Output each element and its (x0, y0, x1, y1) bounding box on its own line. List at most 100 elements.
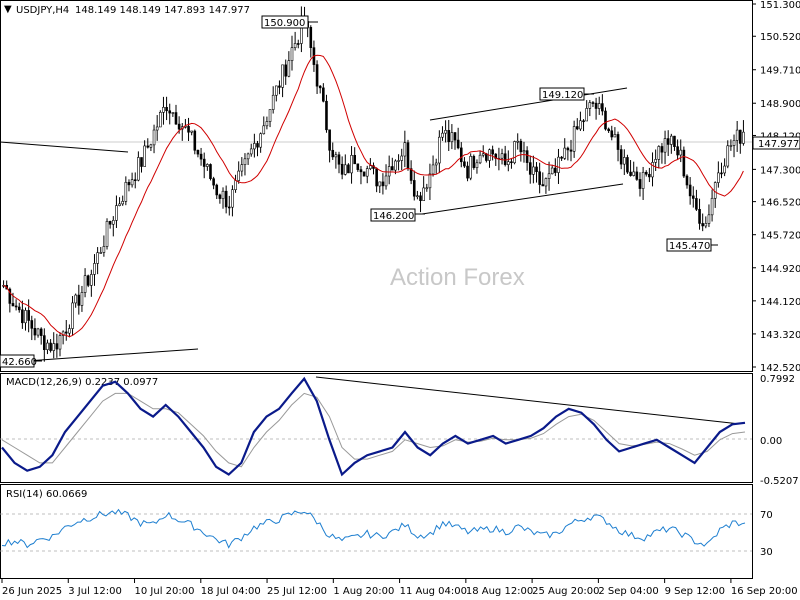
candle (46, 339, 49, 355)
candle (146, 138, 150, 149)
x-tick-6: 11 Aug 04:00 (400, 586, 467, 597)
candle (61, 330, 65, 345)
x-tick-0: 26 Jun 2025 (2, 586, 62, 597)
candle (209, 163, 212, 181)
candle (666, 130, 670, 156)
channel-upper (429, 87, 628, 121)
candle (481, 145, 485, 158)
candle (434, 158, 438, 174)
candle (221, 187, 225, 209)
candle (237, 161, 240, 184)
candle (8, 287, 12, 313)
candle (343, 154, 347, 176)
rsi-line (1, 508, 746, 549)
candle (130, 172, 134, 188)
candle (77, 284, 81, 315)
candle (459, 142, 463, 168)
candle (159, 110, 162, 128)
candle (720, 162, 723, 179)
candle (494, 153, 498, 166)
price-y-tick-3: 148.900 (760, 99, 800, 110)
candle (688, 177, 692, 205)
candle (193, 129, 197, 155)
candle (472, 154, 476, 170)
candle (528, 155, 532, 184)
candle (428, 163, 432, 201)
candles (2, 6, 745, 362)
macd-signal-line (1, 392, 746, 468)
candle (409, 160, 413, 185)
candle (278, 80, 281, 95)
candle (431, 155, 435, 177)
candle (127, 179, 131, 192)
candle (271, 86, 275, 114)
candle (21, 300, 24, 329)
candle (572, 120, 576, 158)
candle (654, 149, 657, 171)
candle (256, 140, 259, 157)
candle (691, 186, 695, 208)
candle (378, 181, 382, 193)
candle (99, 246, 103, 254)
candle (268, 109, 272, 128)
price-y-tick-8: 144.920 (760, 264, 800, 275)
candle (83, 268, 87, 298)
x-tick-2: 10 Jul 20:00 (135, 586, 195, 597)
svg-text:149.120: 149.120 (542, 90, 583, 101)
svg-text:145.470: 145.470 (669, 241, 710, 252)
macd-main-line (1, 376, 746, 477)
candle (387, 155, 391, 185)
candle (231, 185, 234, 217)
svg-text:42.660: 42.660 (2, 357, 37, 368)
candle (262, 116, 266, 135)
candle (710, 189, 714, 222)
candle (522, 141, 526, 163)
candle (453, 132, 457, 150)
svg-text:150.900: 150.900 (264, 18, 305, 29)
candle (519, 138, 523, 162)
current-price-label: 147.977 (758, 139, 799, 150)
macd-y-tick-1: 0.00 (760, 436, 782, 447)
candle (456, 127, 460, 150)
candle (466, 161, 469, 182)
candle (334, 151, 338, 169)
price-y-tick-5: 147.300 (760, 165, 800, 176)
candle (450, 124, 454, 150)
annotation-142660: 42.660 (0, 354, 42, 368)
candle (685, 174, 689, 189)
candle (39, 327, 43, 345)
candle (394, 159, 397, 175)
candle (469, 153, 472, 181)
candle (359, 165, 363, 185)
x-tick-4: 25 Jul 12:00 (267, 586, 327, 597)
x-tick-7: 18 Aug 12:00 (466, 586, 533, 597)
candle (607, 127, 610, 133)
x-tick-11: 16 Sep 20:00 (731, 586, 798, 597)
candle (369, 158, 372, 171)
trendline-lower-left (11, 348, 199, 363)
candle (544, 177, 548, 194)
candle (632, 161, 636, 177)
candle (162, 96, 165, 125)
candle (309, 25, 313, 58)
candle (102, 235, 106, 257)
candle (118, 197, 121, 207)
candle (641, 166, 645, 200)
price-ohlc: 148.149 148.149 147.893 147.977 (75, 5, 250, 16)
candle (300, 6, 303, 53)
candle (419, 191, 422, 213)
candle (287, 51, 291, 78)
price-y-tick-1: 150.520 (760, 32, 800, 43)
annotation-145470: 145.470 (666, 238, 718, 252)
candle (206, 163, 209, 171)
candle (187, 117, 190, 142)
candle (582, 119, 585, 132)
candle (165, 96, 168, 121)
candle (240, 157, 244, 177)
candle (422, 176, 425, 201)
candle (140, 157, 143, 173)
candle (259, 132, 262, 153)
candle (701, 213, 704, 232)
price-y-tick-11: 142.520 (760, 363, 800, 374)
candle (27, 299, 30, 333)
